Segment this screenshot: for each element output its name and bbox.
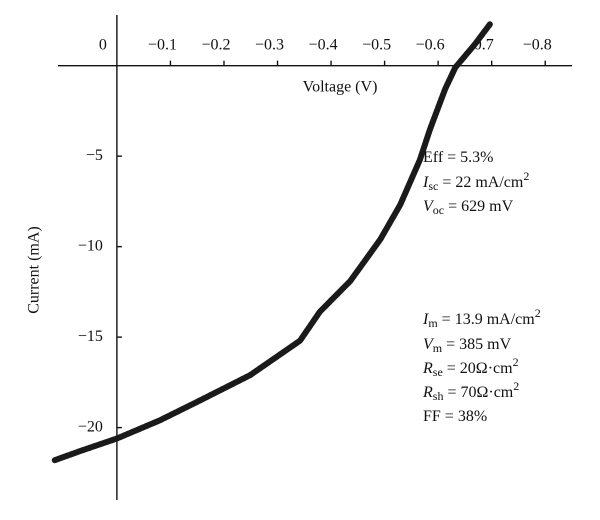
annotation: Eff = 5.3% bbox=[423, 149, 494, 166]
annotation-text: = 629 mV bbox=[444, 198, 513, 215]
annotation: Isc = 22 mA/cm2 bbox=[422, 169, 529, 193]
x-tick-label: −0.6 bbox=[416, 37, 445, 54]
y-tick-label: −20 bbox=[78, 418, 103, 435]
annotation: Vm = 385 mV bbox=[423, 336, 512, 355]
x-tick-label: −0.1 bbox=[148, 37, 177, 54]
annotation-text: = 13.9 mA/cm bbox=[438, 311, 536, 328]
annotation-main: I bbox=[422, 311, 429, 328]
annotation-sub: m bbox=[433, 341, 443, 355]
annotation-text: = 70Ω·cm bbox=[443, 384, 513, 401]
annotation: Rse = 20Ω·cm2 bbox=[422, 355, 519, 379]
annotation-main: V bbox=[423, 198, 435, 215]
annotation-sup: 2 bbox=[513, 379, 519, 393]
annotation-sup: 2 bbox=[535, 306, 541, 320]
x-tick-label: −0.8 bbox=[523, 37, 552, 54]
annotation-main: Eff = 5.3% bbox=[423, 149, 494, 166]
annotation-main: R bbox=[422, 384, 433, 401]
annotation: Rsh = 70Ω·cm2 bbox=[422, 379, 519, 403]
annotation: FF = 38% bbox=[423, 408, 487, 425]
y-tick-label: −5 bbox=[86, 147, 103, 164]
annotation-sup: 2 bbox=[513, 355, 519, 369]
annotation: Im = 13.9 mA/cm2 bbox=[422, 306, 541, 330]
x-tick-label: −0.2 bbox=[201, 37, 230, 54]
annotation-sub: se bbox=[433, 365, 443, 379]
x-axis-label: Voltage (V) bbox=[303, 79, 378, 96]
x-tick-label: −0.5 bbox=[362, 37, 391, 54]
annotation-sub: oc bbox=[433, 203, 444, 217]
annotation-text: = 385 mV bbox=[442, 336, 511, 353]
annotation-main: V bbox=[423, 336, 435, 353]
annotation-main: R bbox=[422, 360, 433, 377]
annotation-sub: sc bbox=[428, 179, 438, 193]
annotation-text: = 20Ω·cm bbox=[443, 360, 513, 377]
x-tick-label: −0.3 bbox=[255, 37, 284, 54]
annotation-sup: 2 bbox=[523, 169, 529, 183]
x-tick-label: 0 bbox=[99, 37, 107, 54]
y-tick-label: −15 bbox=[78, 328, 103, 345]
y-axis-label: Current (mA) bbox=[26, 226, 43, 314]
annotation-main: FF = 38% bbox=[423, 408, 487, 425]
iv-curve bbox=[51, 21, 494, 464]
annotation-main: I bbox=[422, 174, 429, 191]
y-tick-label: −10 bbox=[78, 237, 103, 254]
annotation: Voc = 629 mV bbox=[423, 198, 514, 217]
annotation-sub: sh bbox=[433, 389, 444, 403]
x-tick-label: −0.4 bbox=[309, 37, 338, 54]
annotation-sub: m bbox=[428, 316, 438, 330]
annotation-text: = 22 mA/cm bbox=[438, 174, 524, 191]
